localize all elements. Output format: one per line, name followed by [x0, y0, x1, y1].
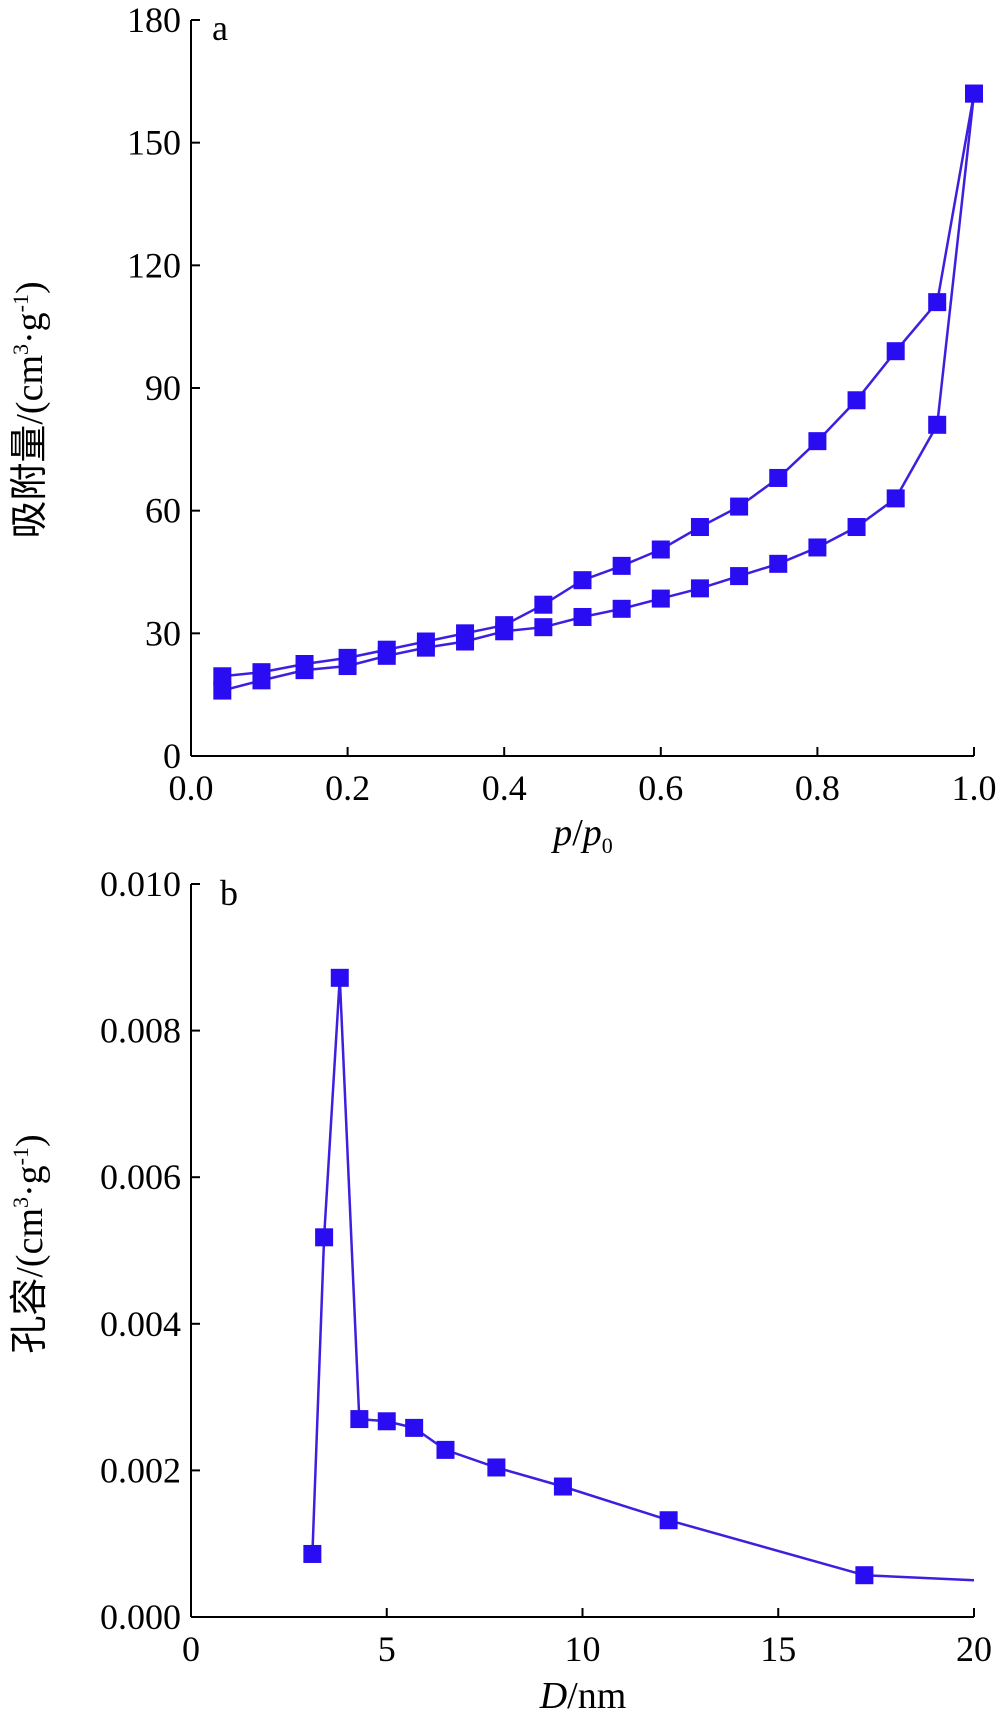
series-line-2: [222, 93, 976, 678]
panel-a-x-axis-title: p/p0: [550, 812, 613, 858]
y-tick-label: 0.002: [100, 1450, 181, 1490]
y-tick-label: 0.004: [100, 1304, 181, 1344]
data-point: [651, 589, 670, 608]
data-point: [965, 84, 983, 103]
panel-a-chart: 0.0 0.2 0.4 0.6 0.8 1.0 0 30 60 90 120 150 180 a p/p…: [8, 0, 997, 858]
data-point: [808, 432, 827, 451]
data-point: [730, 567, 749, 586]
data-point: [553, 1477, 572, 1496]
data-point: [769, 468, 788, 487]
data-point: [487, 1458, 506, 1477]
data-point: [928, 415, 947, 434]
y-tick-label: 60: [145, 491, 181, 531]
panel-a-y-axis-title: 吸附量/(cm3·g-1): [8, 281, 51, 538]
data-point: [315, 1228, 334, 1247]
data-point: [886, 342, 905, 361]
x-tick-label: 20: [956, 1629, 992, 1669]
data-point: [436, 1440, 455, 1459]
data-point: [338, 648, 357, 667]
data-point: [405, 1418, 424, 1437]
data-point: [573, 571, 592, 590]
data-point: [612, 599, 631, 618]
data-point: [651, 540, 670, 559]
data-point: [847, 391, 866, 410]
data-point: [690, 518, 709, 537]
data-point: [769, 554, 788, 573]
data-point: [659, 1511, 678, 1530]
x-tick-label: 0.4: [482, 768, 527, 808]
y-tick-label: 0.008: [100, 1011, 181, 1051]
data-point: [928, 293, 947, 312]
data-point: [690, 579, 709, 598]
data-point: [855, 1566, 874, 1585]
x-tick-label: 0.6: [638, 768, 683, 808]
data-point: [213, 667, 232, 686]
x-tick-label: 0.2: [325, 768, 370, 808]
y-tick-label: 180: [127, 0, 181, 40]
data-point: [303, 1544, 322, 1563]
data-point: [534, 618, 553, 637]
panel-b-chart: 0 5 10 15 20 0.000 0.002 0.004 0.006 0.008 0.010 b…: [8, 864, 992, 1717]
data-point: [456, 624, 475, 643]
panel-b-y-axis-title: 孔容/(cm3·g-1): [8, 1134, 51, 1353]
data-point: [534, 595, 553, 614]
data-point: [573, 607, 592, 626]
data-point: [252, 663, 271, 682]
y-tick-label: 120: [127, 245, 181, 285]
data-point: [213, 681, 232, 700]
panel-b-x-axis-title: D/nm: [539, 1675, 627, 1717]
x-tick-label: 15: [760, 1629, 796, 1669]
x-tick-label: 10: [565, 1629, 601, 1669]
data-point: [330, 968, 349, 987]
y-tick-label: 90: [145, 368, 181, 408]
y-tick-label: 30: [145, 613, 181, 653]
x-tick-label: 0: [182, 1629, 200, 1669]
data-point: [377, 1412, 396, 1431]
y-tick-label: 0.010: [100, 864, 181, 904]
y-tick-label: 0: [163, 736, 181, 776]
panel-b-label: b: [220, 873, 238, 913]
data-point: [295, 655, 314, 673]
data-point: [847, 518, 866, 537]
data-point: [808, 538, 827, 557]
data-point: [495, 616, 514, 635]
data-point: [416, 632, 435, 651]
data-point: [612, 556, 631, 575]
x-tick-label: 1.0: [952, 768, 997, 808]
series-tail-line: [864, 1573, 975, 1582]
y-tick-label: 0.006: [100, 1157, 181, 1197]
x-tick-label: 0.8: [795, 768, 840, 808]
series-line-1: [311, 977, 865, 1577]
panel-a-label: a: [212, 8, 228, 48]
y-tick-label: 150: [127, 123, 181, 163]
data-point: [886, 489, 905, 508]
data-point: [377, 640, 396, 659]
data-point: [350, 1410, 369, 1429]
x-tick-label: 0.0: [169, 768, 214, 808]
data-point: [730, 497, 749, 516]
y-tick-label: 0.000: [100, 1597, 181, 1637]
x-tick-label: 5: [378, 1629, 396, 1669]
